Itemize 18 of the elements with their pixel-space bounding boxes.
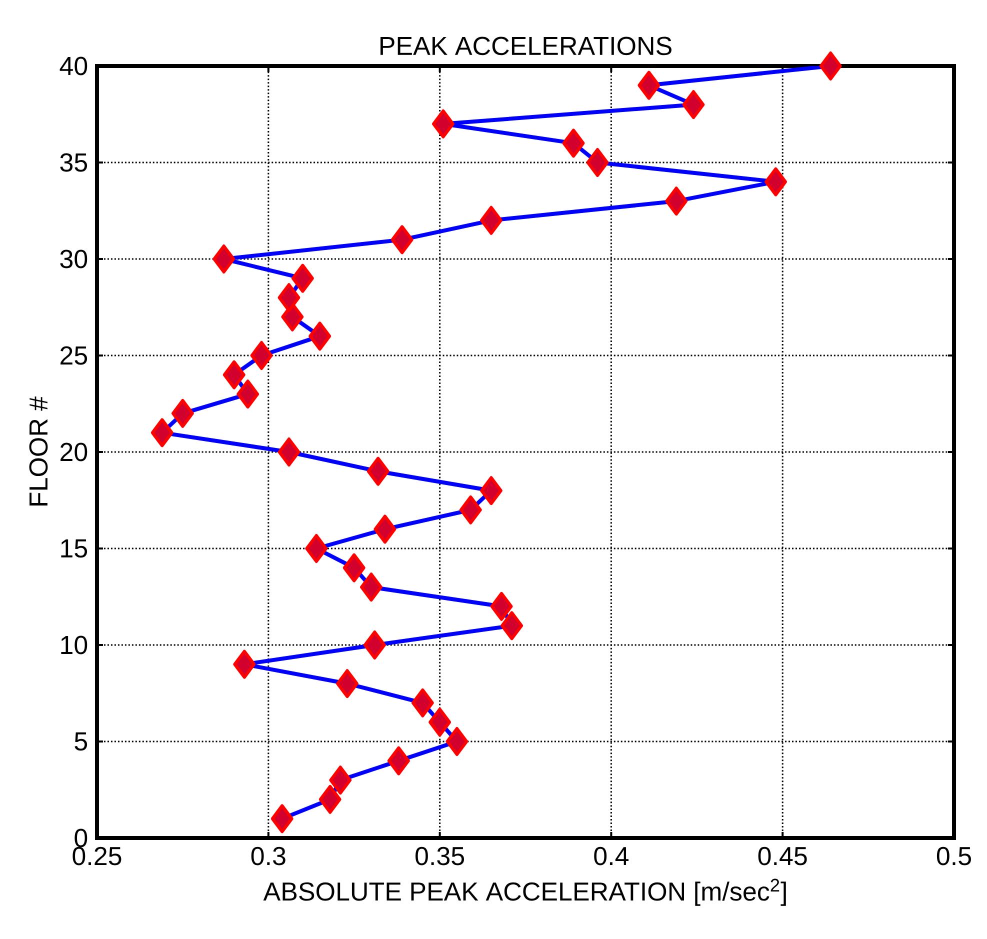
y-tick-label: 0	[74, 828, 88, 848]
x-tick-label: 0.35	[416, 846, 464, 866]
y-tick-label: 10	[61, 636, 88, 654]
y-axis-title: FLOOR #	[29, 396, 48, 506]
chart-title: PEAK ACCELERATIONS	[380, 36, 672, 56]
y-tick-label: 15	[61, 539, 88, 558]
y-tick-label: 5	[74, 732, 88, 751]
x-tick-label: 0.3	[251, 846, 286, 866]
x-tick-label: 0.45	[758, 846, 807, 866]
y-tick-label: 40	[60, 56, 88, 76]
y-tick-label: 20	[60, 442, 88, 462]
x-axis-title: ABSOLUTE PEAK ACCELERATION [m/sec$^{2}$]	[263, 878, 786, 906]
x-tick-label: 0.4	[594, 846, 629, 866]
x-tick-label: 0.5	[936, 846, 971, 866]
x-tick-label: 0.25	[72, 846, 122, 866]
y-tick-label: 35	[60, 153, 88, 172]
y-tick-label: 30	[60, 250, 88, 268]
y-tick-label: 25	[60, 346, 88, 365]
